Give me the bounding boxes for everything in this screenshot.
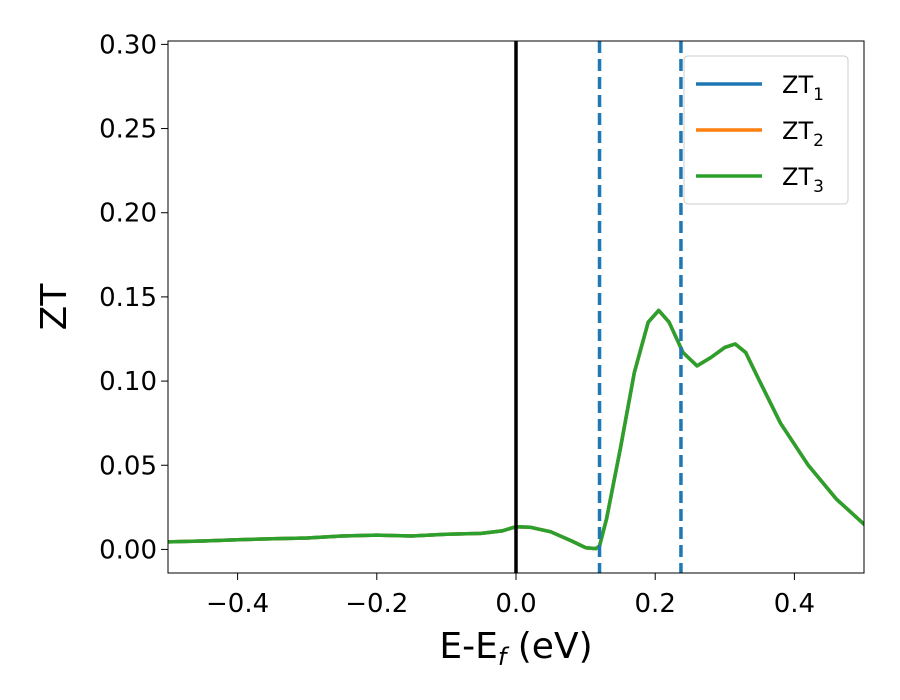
x-axis-title-main: E-E	[439, 626, 497, 667]
x-axis-title-unit: (eV)	[506, 626, 592, 667]
plot-area	[167, 40, 865, 574]
x-axis: −0.4 −0.2 0.0 0.2 0.4	[206, 573, 815, 619]
y-axis-title: ZT	[34, 283, 75, 331]
y-tick-label: 0.00	[99, 535, 157, 565]
x-tick-label: 0.2	[635, 589, 676, 619]
y-tick-label: 0.30	[99, 30, 157, 60]
legend-label-zt2: ZT2	[782, 117, 824, 151]
y-axis: 0.00 0.05 0.10 0.15 0.20 0.25 0.30	[99, 30, 168, 565]
y-tick-label: 0.10	[99, 367, 157, 397]
legend-label-zt1: ZT1	[782, 71, 824, 105]
x-axis-title: E-Ef (eV)	[439, 626, 592, 671]
y-tick-label: 0.05	[99, 451, 157, 481]
legend-label-zt3: ZT3	[782, 163, 824, 197]
x-tick-label: −0.4	[206, 589, 269, 619]
x-tick-label: 0.0	[495, 589, 536, 619]
legend-box	[683, 55, 849, 205]
x-tick-label: −0.2	[345, 589, 408, 619]
legend: ZT1 ZT2 ZT3	[683, 55, 849, 205]
y-tick-label: 0.15	[99, 283, 157, 313]
y-tick-label: 0.25	[99, 115, 157, 145]
x-tick-label: 0.4	[774, 589, 815, 619]
y-tick-label: 0.20	[99, 199, 157, 229]
